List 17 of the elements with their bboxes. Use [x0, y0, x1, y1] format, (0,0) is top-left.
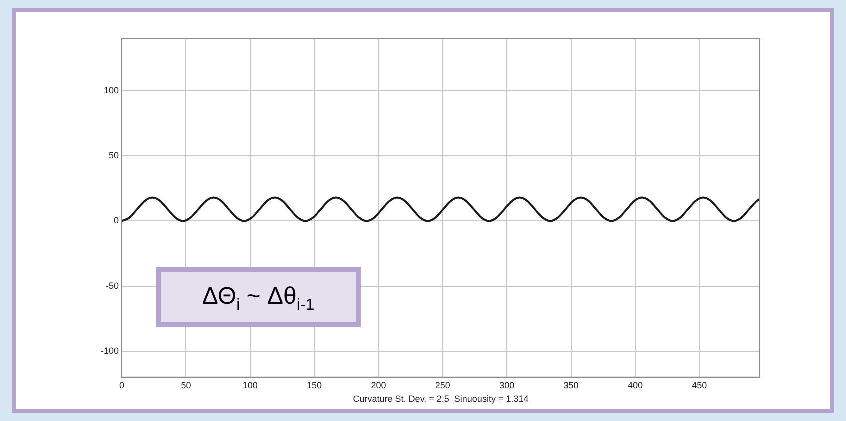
x-tick-label: 400: [628, 380, 643, 390]
x-tick-label: 350: [564, 380, 579, 390]
x-tick-label: 50: [181, 380, 192, 390]
y-tick-label: 50: [109, 150, 120, 161]
y-tick-label: 0: [114, 216, 120, 226]
x-tick-label: 300: [500, 380, 515, 390]
line-series: [122, 196, 760, 222]
x-tick-label: 200: [371, 380, 386, 390]
x-tick-label: 450: [692, 380, 708, 390]
y-tick-label: -100: [101, 346, 120, 356]
x-tick-label: 150: [307, 380, 322, 390]
x-tick-label: 100: [242, 380, 258, 390]
x-tick-label: 250: [435, 380, 450, 390]
x-axis-title: Curvature St. Dev. = 2.5 Sinuousity = 1.314: [353, 394, 529, 404]
y-tick-label: -50: [106, 280, 120, 291]
text-box: ΔΘ$_{i}$ ~ Δθ$_{i-1}$: [156, 267, 361, 327]
y-tick-label: 100: [104, 86, 120, 96]
